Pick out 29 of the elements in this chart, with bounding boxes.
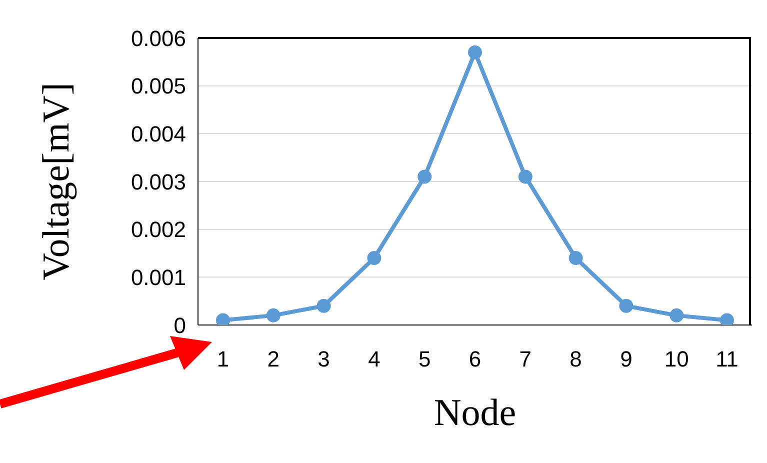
y-tick-label: 0.003 bbox=[130, 169, 186, 194]
point bbox=[568, 251, 583, 266]
point bbox=[468, 45, 482, 60]
y-tick-label: 0.001 bbox=[130, 264, 186, 290]
x-tick-label: 7 bbox=[519, 346, 532, 372]
point bbox=[670, 308, 684, 322]
point bbox=[367, 251, 382, 266]
x-tick-label: 1 bbox=[216, 346, 230, 372]
x-tick-label: 2 bbox=[267, 346, 280, 372]
x-tick-label: 9 bbox=[620, 346, 632, 372]
y-tick-label: 0.005 bbox=[130, 74, 186, 99]
point bbox=[316, 298, 331, 313]
x-axis-title: Node bbox=[434, 392, 516, 434]
x-tick-label: 5 bbox=[418, 346, 431, 372]
x-tick-label: 6 bbox=[468, 346, 482, 372]
y-tick-label: 0.006 bbox=[130, 26, 186, 51]
point bbox=[266, 308, 280, 322]
point bbox=[619, 298, 634, 313]
x-tick-label: 11 bbox=[716, 346, 738, 372]
x-tick-label: 4 bbox=[368, 346, 380, 372]
y-tick-label: 0.002 bbox=[130, 217, 186, 242]
y-tick-label: 0 bbox=[174, 312, 186, 338]
point bbox=[418, 170, 432, 184]
x-tick-label: 8 bbox=[570, 346, 582, 372]
x-tick-label: 10 bbox=[664, 346, 689, 372]
y-tick-label: 0.004 bbox=[130, 121, 186, 146]
point bbox=[518, 170, 532, 184]
y-axis-title: Voltage[mV] bbox=[35, 82, 78, 280]
x-tick-label: 3 bbox=[318, 346, 330, 372]
